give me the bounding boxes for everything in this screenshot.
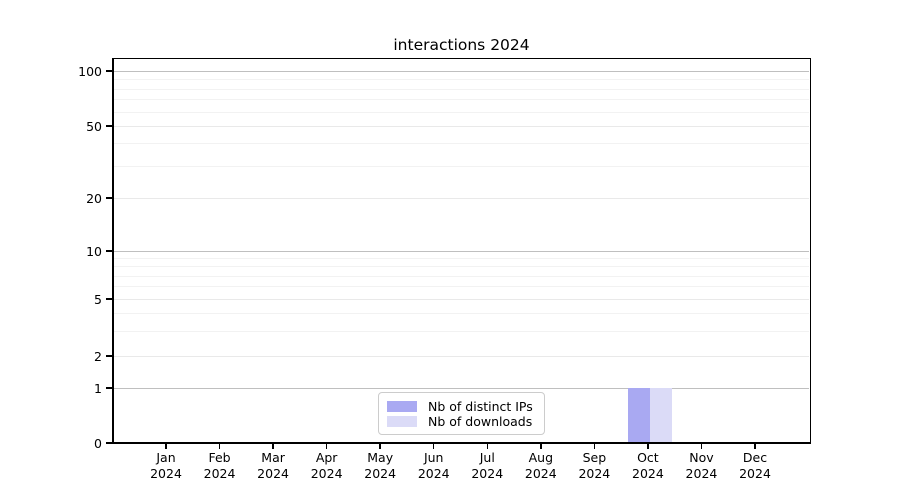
- x-tick-label: Jul 2024: [455, 450, 519, 481]
- y-tick-mark: [106, 442, 112, 444]
- axis-spine-bottom: [112, 442, 811, 444]
- y-tick-label: 5: [94, 291, 102, 307]
- gridline: [113, 299, 809, 300]
- x-tick-label: Feb 2024: [188, 450, 252, 481]
- x-tick-year: 2024: [471, 465, 504, 481]
- y-tick-mark: [106, 70, 112, 72]
- x-tick-label: Aug 2024: [509, 450, 573, 481]
- x-tick-month: Sep: [582, 450, 607, 465]
- x-tick-mark: [165, 443, 167, 449]
- y-tick-label: 10: [86, 243, 102, 259]
- x-tick-mark: [432, 443, 435, 449]
- x-tick-label: Oct 2024: [616, 450, 680, 481]
- y-tick-mark: [106, 387, 112, 389]
- x-tick-month: Feb: [208, 450, 231, 465]
- x-tick-year: 2024: [524, 465, 557, 481]
- x-tick-mark: [647, 443, 649, 449]
- y-tick-label: 0: [94, 435, 102, 451]
- x-tick-month: Aug: [528, 450, 554, 465]
- x-tick-mark: [540, 443, 542, 449]
- x-tick-month: Mar: [261, 450, 285, 465]
- x-tick-label: Apr 2024: [295, 450, 359, 481]
- x-tick-label: Dec 2024: [723, 450, 787, 481]
- x-tick-label: Sep 2024: [562, 450, 626, 481]
- x-tick-month: Dec: [742, 450, 768, 465]
- x-tick-year: 2024: [739, 465, 771, 481]
- gridline: [113, 356, 809, 357]
- x-tick-year: 2024: [203, 465, 236, 481]
- y-tick-mark: [106, 298, 112, 300]
- gridline: [113, 313, 809, 314]
- y-tick-mark: [106, 125, 112, 127]
- gridline: [113, 71, 809, 72]
- gridline: [113, 166, 809, 167]
- axis-spine-right: [809, 57, 811, 443]
- axis-spine-top: [112, 57, 811, 59]
- bar-downloads: [649, 388, 672, 442]
- y-tick-mark: [106, 355, 112, 357]
- gridline: [113, 258, 809, 259]
- x-tick-year: 2024: [578, 465, 611, 481]
- x-tick-year: 2024: [150, 465, 182, 481]
- legend-item: Nb of distinct IPs: [387, 399, 536, 414]
- x-tick-mark: [272, 443, 274, 449]
- gridline: [113, 286, 809, 287]
- legend-label: Nb of downloads: [428, 414, 533, 429]
- x-tick-month: Oct: [637, 450, 659, 465]
- x-tick-year: 2024: [364, 465, 397, 481]
- x-tick-mark: [700, 443, 703, 449]
- legend-item: Nb of downloads: [387, 414, 536, 429]
- x-tick-month: May: [367, 450, 394, 465]
- x-tick-month: Apr: [315, 450, 338, 465]
- x-tick-year: 2024: [310, 465, 343, 481]
- x-tick-year: 2024: [257, 465, 289, 481]
- x-tick-mark: [379, 443, 381, 449]
- x-tick-year: 2024: [632, 465, 664, 481]
- x-tick-label: Mar 2024: [241, 450, 305, 481]
- x-tick-year: 2024: [685, 465, 718, 481]
- gridline: [113, 143, 809, 144]
- gridline: [113, 388, 809, 389]
- chart-title: interactions 2024: [393, 36, 530, 54]
- legend: Nb of distinct IPs Nb of downloads: [378, 392, 545, 435]
- gridline: [113, 266, 809, 267]
- bar-distinct-ips: [627, 388, 650, 442]
- x-tick-mark: [218, 443, 221, 449]
- legend-swatch: [387, 401, 417, 412]
- x-tick-label: May 2024: [348, 450, 412, 481]
- y-tick-label: 100: [78, 63, 102, 79]
- x-tick-label: Jan 2024: [134, 450, 198, 481]
- x-tick-month: Jul: [479, 450, 495, 465]
- legend-swatch: [387, 416, 417, 427]
- y-tick-label: 1: [94, 380, 102, 396]
- gridline: [113, 79, 809, 80]
- x-tick-label: Nov 2024: [669, 450, 733, 481]
- y-tick-label: 2: [94, 348, 102, 364]
- y-tick-mark: [106, 250, 112, 252]
- gridline: [113, 99, 809, 100]
- x-tick-label: Jun 2024: [402, 450, 466, 481]
- gridline: [113, 251, 809, 252]
- gridline: [113, 276, 809, 277]
- gridline: [113, 198, 809, 199]
- y-tick-mark: [106, 197, 112, 199]
- x-tick-month: Nov: [689, 450, 714, 465]
- legend-label: Nb of distinct IPs: [428, 399, 533, 414]
- x-tick-year: 2024: [417, 465, 450, 481]
- gridline: [113, 89, 809, 90]
- x-tick-mark: [593, 443, 596, 449]
- y-tick-label: 20: [86, 190, 102, 206]
- gridline: [113, 112, 809, 113]
- x-tick-mark: [486, 443, 489, 449]
- x-tick-month: Jan: [156, 450, 176, 465]
- gridline: [113, 126, 809, 127]
- x-tick-mark: [325, 443, 328, 449]
- x-tick-mark: [754, 443, 756, 449]
- axis-spine-left: [112, 57, 114, 443]
- y-tick-label: 50: [86, 118, 102, 134]
- x-tick-month: Jun: [423, 450, 444, 465]
- gridline: [113, 331, 809, 332]
